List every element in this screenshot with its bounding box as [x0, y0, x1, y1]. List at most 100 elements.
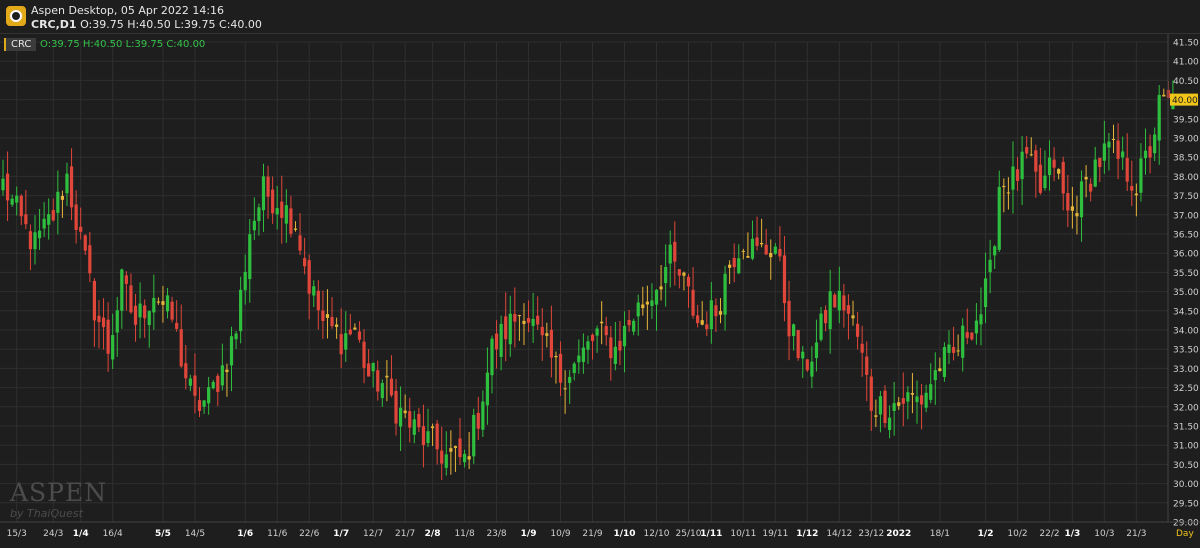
candle-body	[19, 195, 23, 217]
symbol-badge[interactable]: CRC	[4, 38, 37, 51]
candle-body	[490, 338, 494, 376]
candle-body	[1162, 94, 1166, 97]
candle-body	[1098, 157, 1102, 168]
candle-body	[508, 313, 512, 345]
candle-body	[641, 304, 645, 309]
candle-body	[1121, 151, 1125, 158]
header-ohlc: O:39.75 H:40.50 L:39.75 C:40.00	[80, 18, 262, 31]
candle-body	[723, 273, 727, 315]
candle-body	[88, 245, 92, 274]
time-tick-label: 21/7	[395, 529, 415, 539]
candle-body	[1084, 176, 1088, 180]
candle-body	[458, 438, 462, 458]
candle-body	[284, 205, 288, 224]
candle-body	[961, 325, 965, 358]
candle-body	[193, 375, 197, 396]
candle-body	[344, 333, 348, 350]
candle-body	[595, 328, 599, 336]
price-tick-label: 30.00	[1173, 480, 1199, 490]
candle-body	[1134, 193, 1138, 196]
price-tick-label: 35.50	[1173, 269, 1199, 279]
price-tick-label: 35.00	[1173, 288, 1199, 298]
price-tick-label: 38.50	[1173, 154, 1199, 164]
candle-body	[787, 300, 791, 337]
candle-body	[316, 290, 320, 311]
candle-body	[430, 426, 435, 429]
candle-body	[271, 189, 275, 214]
time-tick-label: 2022	[886, 529, 911, 539]
candle-body	[266, 176, 270, 197]
candle-body	[69, 166, 74, 208]
candle-body	[5, 173, 10, 201]
candle-body	[348, 329, 352, 335]
app-title: Aspen Desktop, 05 Apr 2022 14:16	[31, 4, 225, 17]
candle-body	[275, 208, 279, 215]
candle-body	[1, 178, 5, 191]
time-tick-label: 14/12	[826, 529, 852, 539]
candle-body	[572, 363, 576, 374]
time-tick-label: 12/10	[644, 529, 670, 539]
candle-body	[376, 370, 380, 392]
candle-body	[586, 341, 590, 350]
candle-body	[654, 289, 659, 305]
candle-body	[257, 207, 261, 222]
candle-body	[1139, 158, 1143, 193]
symbol-timeframe: CRC,D1	[31, 18, 77, 31]
candle-body	[1111, 138, 1116, 140]
candle-body	[37, 230, 42, 239]
candle-body	[709, 300, 713, 330]
candle-body	[668, 244, 672, 264]
price-axis[interactable]: 29.00 29.50 30.00 30.50 31.00 31.50 32.00 32.50…	[1167, 34, 1199, 529]
time-tick-label: 22/2	[1039, 529, 1059, 539]
candle-body	[997, 186, 1001, 250]
candle-body	[622, 325, 627, 347]
aspen-watermark: ASPEN	[10, 478, 108, 507]
price-tick-label: 38.00	[1173, 173, 1199, 183]
candle-body	[522, 320, 526, 324]
candle-body	[993, 246, 997, 256]
time-tick-label: 16/4	[103, 529, 123, 539]
candle-body	[161, 301, 165, 305]
candle-body	[773, 246, 777, 254]
time-tick-label: 1/2	[978, 529, 994, 539]
candle-body	[106, 319, 110, 354]
candle-body	[280, 201, 284, 218]
candle-body	[15, 195, 19, 203]
candle-body	[449, 448, 453, 452]
candle-body	[805, 359, 809, 371]
last-price-tag	[1170, 93, 1198, 106]
time-tick-label: 22/6	[299, 529, 319, 539]
candle-body	[184, 363, 188, 379]
candle-body	[330, 316, 334, 327]
candle-body	[56, 191, 60, 213]
candle-body	[696, 315, 700, 324]
candle-body	[910, 393, 915, 395]
time-tick-label: 10/2	[1007, 529, 1027, 539]
time-tick-label: 1/6	[237, 529, 253, 539]
candle-body	[732, 257, 736, 268]
candle-body	[746, 255, 750, 258]
candle-body	[664, 267, 668, 284]
time-tick-label: 1/4	[73, 529, 89, 539]
candle-body	[421, 426, 426, 446]
time-axis[interactable]: 15/3 24/3 1/4 16/4 5/5 14/5 1/6 11/6 22/6 1/7 12/7…	[0, 521, 1200, 539]
candle-body	[974, 320, 979, 334]
candle-body	[933, 370, 937, 381]
chart-area[interactable]: 29.00 29.50 30.00 30.50 31.00 31.50 32.00 32.50…	[0, 34, 1200, 544]
candle-body	[878, 396, 883, 415]
candle-body	[252, 220, 256, 231]
candle-body	[325, 314, 330, 318]
time-tick-label: 1/12	[796, 529, 818, 539]
candle-body	[440, 450, 444, 464]
candle-body	[686, 276, 691, 287]
candle-body	[833, 294, 837, 308]
time-tick-label: 21/3	[1126, 529, 1146, 539]
candle-body	[175, 322, 179, 329]
candle-body	[577, 355, 581, 363]
price-tick-label: 33.50	[1173, 346, 1199, 356]
candle-body	[147, 311, 151, 326]
candle-body	[869, 376, 873, 411]
candle-body	[417, 413, 421, 428]
price-chart[interactable]: 29.00 29.50 30.00 30.50 31.00 31.50 32.00 32.50…	[0, 34, 1200, 544]
candle-body	[197, 400, 202, 411]
